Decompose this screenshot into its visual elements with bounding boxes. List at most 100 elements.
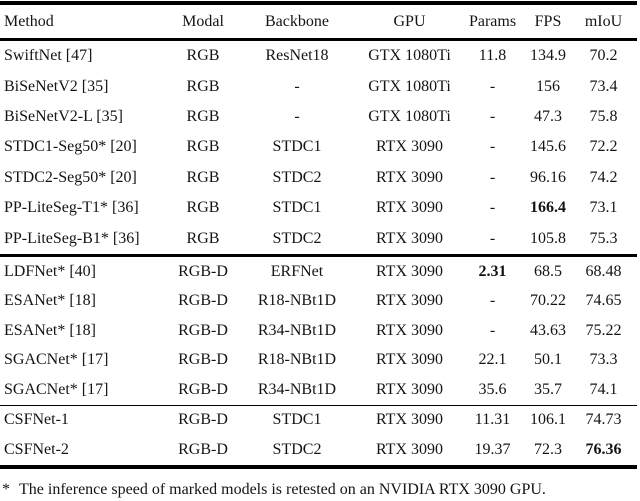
- fps-cell: 43.63: [530, 322, 566, 339]
- miou-cell-best: 76.36: [585, 441, 622, 458]
- table-row: CSFNet-2 RGB-D STDC2 RTX 3090 19.37 72.3…: [0, 435, 637, 465]
- modal-cell: RGB: [186, 139, 220, 156]
- backbone-cell: STDC2: [272, 441, 322, 458]
- table-row: CSFNet-1 RGB-D STDC1 RTX 3090 11.31 106.…: [0, 406, 637, 436]
- gpu-cell: RTX 3090: [375, 381, 444, 398]
- miou-cell: 74.65: [585, 293, 622, 310]
- table-footnote: * The inference speed of marked models i…: [0, 481, 640, 499]
- fps-cell: 47.3: [534, 108, 562, 125]
- params-cell: 11.8: [478, 48, 507, 65]
- fps-cell: 70.22: [530, 293, 566, 310]
- miou-cell: 75.8: [589, 108, 618, 125]
- results-table: Method Modal Backbone GPU Params FPS mIo…: [0, 1, 637, 469]
- table-row: STDC1-Seg50* [20] RGB STDC1 RTX 3090 - 1…: [0, 132, 637, 162]
- miou-cell: 73.3: [589, 352, 618, 369]
- params-cell: 35.6: [478, 381, 507, 398]
- table-row: STDC2-Seg50* [20] RGB STDC2 RTX 3090 - 9…: [0, 163, 637, 193]
- modal-cell: RGB: [186, 78, 220, 95]
- miou-cell: 74.73: [585, 412, 622, 429]
- backbone-cell: STDC1: [272, 412, 322, 429]
- column-header-modal: Modal: [182, 13, 224, 30]
- miou-cell: 74.1: [589, 381, 618, 398]
- method-cell: STDC1-Seg50* [20]: [4, 139, 137, 156]
- footnote-asterisk: *: [2, 480, 10, 498]
- gpu-cell: GTX 1080Ti: [368, 48, 451, 65]
- miou-cell: 73.4: [589, 78, 618, 95]
- fps-cell: 145.6: [530, 139, 566, 156]
- fps-cell: 96.16: [530, 169, 566, 186]
- params-cell-best: 2.31: [478, 263, 507, 280]
- method-cell: BiSeNetV2 [35]: [4, 78, 109, 95]
- fps-cell: 72.3: [534, 441, 562, 458]
- modal-cell: RGB-D: [178, 322, 228, 339]
- fps-cell: 68.5: [534, 263, 562, 280]
- footnote-text: The inference speed of marked models is …: [19, 480, 546, 498]
- params-cell: -: [489, 322, 496, 339]
- backbone-cell: ResNet18: [265, 48, 329, 65]
- table-row: ESANet* [18] RGB-D R18-NBt1D RTX 3090 - …: [0, 286, 637, 316]
- table-row: PP-LiteSeg-T1* [36] RGB STDC1 RTX 3090 -…: [0, 193, 637, 223]
- table-row: SGACNet* [17] RGB-D R18-NBt1D RTX 3090 2…: [0, 346, 637, 376]
- backbone-cell: -: [294, 108, 300, 125]
- modal-cell: RGB: [186, 169, 220, 186]
- backbone-cell: STDC2: [272, 169, 322, 186]
- method-cell: LDFNet* [40]: [4, 263, 96, 280]
- backbone-cell: ERFNet: [270, 263, 324, 280]
- params-cell: -: [489, 169, 496, 186]
- fps-cell: 35.7: [534, 381, 562, 398]
- fps-cell: 106.1: [530, 412, 566, 429]
- method-cell: ESANet* [18]: [4, 322, 96, 339]
- params-cell: 22.1: [478, 352, 507, 369]
- modal-cell: RGB-D: [178, 293, 228, 310]
- method-cell: SGACNet* [17]: [4, 352, 109, 369]
- miou-cell: 75.22: [585, 322, 622, 339]
- table-bottom-border: [0, 464, 637, 469]
- backbone-cell: -: [294, 78, 300, 95]
- column-header-params: Params: [468, 13, 517, 30]
- fps-cell: 156: [536, 78, 560, 95]
- section-separator-rgbd: [0, 253, 637, 257]
- header-separator: [0, 38, 637, 41]
- backbone-cell: R34-NBt1D: [257, 322, 337, 339]
- column-header-backbone: Backbone: [265, 13, 329, 30]
- modal-cell: RGB-D: [178, 381, 228, 398]
- method-cell: SGACNet* [17]: [4, 381, 109, 398]
- miou-cell: 70.2: [589, 48, 618, 65]
- params-cell: -: [489, 200, 496, 217]
- gpu-cell: RTX 3090: [375, 169, 444, 186]
- gpu-cell: GTX 1080Ti: [368, 78, 451, 95]
- gpu-cell: RTX 3090: [375, 139, 444, 156]
- table-row: PP-LiteSeg-B1* [36] RGB STDC2 RTX 3090 -…: [0, 223, 637, 253]
- gpu-cell: GTX 1080Ti: [368, 108, 451, 125]
- modal-cell: RGB: [186, 200, 220, 217]
- miou-cell: 68.48: [585, 263, 622, 280]
- backbone-cell: STDC1: [272, 139, 322, 156]
- miou-cell: 74.2: [589, 169, 618, 186]
- modal-cell: RGB-D: [178, 412, 228, 429]
- table-top-border: [0, 1, 637, 5]
- gpu-cell: RTX 3090: [375, 322, 444, 339]
- backbone-cell: STDC2: [272, 230, 322, 247]
- table-row: LDFNet* [40] RGB-D ERFNet RTX 3090 2.31 …: [0, 257, 637, 287]
- gpu-cell: RTX 3090: [375, 352, 444, 369]
- fps-cell: 50.1: [534, 352, 562, 369]
- params-cell: -: [489, 108, 496, 125]
- gpu-cell: RTX 3090: [375, 200, 444, 217]
- fps-cell: 105.8: [530, 230, 566, 247]
- column-header-fps: FPS: [534, 13, 562, 30]
- method-cell: CSFNet-1: [4, 412, 69, 429]
- modal-cell: RGB-D: [178, 352, 228, 369]
- params-cell: 11.31: [474, 412, 511, 429]
- fps-cell: 134.9: [530, 48, 566, 65]
- miou-cell: 72.2: [589, 139, 618, 156]
- method-cell: ESANet* [18]: [4, 293, 96, 310]
- gpu-cell: RTX 3090: [375, 230, 444, 247]
- table-row: BiSeNetV2 [35] RGB - GTX 1080Ti - 156 73…: [0, 71, 637, 101]
- modal-cell: RGB: [186, 108, 220, 125]
- method-cell: CSFNet-2: [4, 441, 69, 458]
- backbone-cell: R18-NBt1D: [257, 352, 337, 369]
- method-cell: BiSeNetV2-L [35]: [4, 108, 123, 125]
- miou-cell: 73.1: [589, 200, 618, 217]
- column-header-method: Method: [4, 13, 54, 30]
